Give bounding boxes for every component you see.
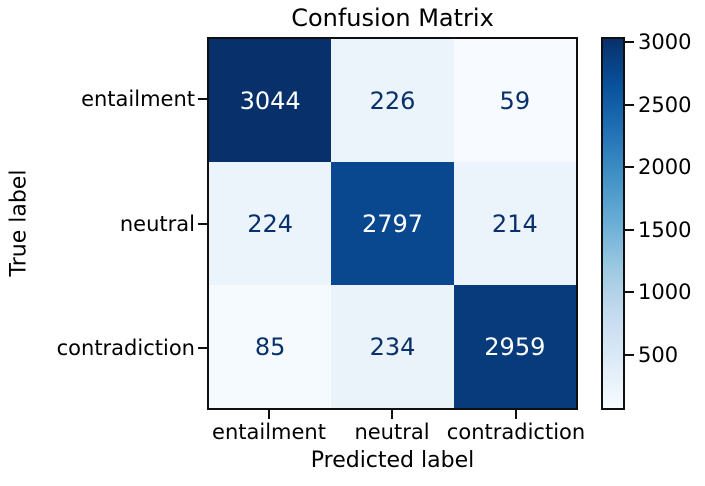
colorbar-tick-label: 2000: [638, 155, 692, 180]
colorbar-tick-mark: [625, 291, 634, 294]
y-tick-mark: [198, 98, 207, 100]
colorbar-tick-mark: [625, 166, 634, 169]
x-tick-label-entailment: entailment: [212, 420, 326, 444]
y-tick-label-neutral: neutral: [119, 212, 195, 236]
x-tick-label-neutral: neutral: [354, 420, 430, 444]
colorbar: [601, 37, 625, 410]
colorbar-tick-mark: [625, 228, 634, 231]
x-tick-mark: [515, 410, 517, 419]
x-tick-label-contradiction: contradiction: [446, 420, 586, 444]
matrix-cell: 85: [209, 285, 332, 408]
y-tick-mark: [198, 223, 207, 225]
matrix-cell: 2959: [453, 285, 576, 408]
colorbar-tick-label: 2500: [638, 92, 692, 117]
colorbar-tick-mark: [625, 353, 634, 356]
matrix-cell: 224: [209, 162, 332, 285]
x-tick-mark: [268, 410, 270, 419]
colorbar-tick-label: 3000: [638, 30, 692, 55]
y-axis-label: True label: [6, 169, 32, 277]
matrix-cell: 3044: [209, 39, 332, 162]
colorbar-tick-label: 1500: [638, 217, 692, 242]
x-tick-mark: [391, 410, 393, 419]
y-tick-label-entailment: entailment: [81, 87, 195, 111]
y-tick-mark: [198, 347, 207, 349]
matrix-cell: 214: [453, 162, 576, 285]
matrix-cell: 234: [331, 285, 454, 408]
colorbar-tick-mark: [625, 103, 634, 106]
x-axis-label: Predicted label: [310, 448, 475, 473]
colorbar-tick-mark: [625, 41, 634, 44]
colorbar-tick-label: 500: [638, 342, 679, 367]
chart-title: Confusion Matrix: [291, 4, 494, 32]
matrix-cell: 226: [331, 39, 454, 162]
colorbar-ticks: 500 1000 1500 2000 2500 3000: [625, 30, 705, 410]
y-tick-label-contradiction: contradiction: [56, 336, 195, 360]
heatmap-grid: 3044 226 59 224 2797 214 85 234 2959: [207, 37, 578, 410]
matrix-cell: 2797: [331, 162, 454, 285]
matrix-cell: 59: [453, 39, 576, 162]
colorbar-tick-label: 1000: [638, 280, 692, 305]
